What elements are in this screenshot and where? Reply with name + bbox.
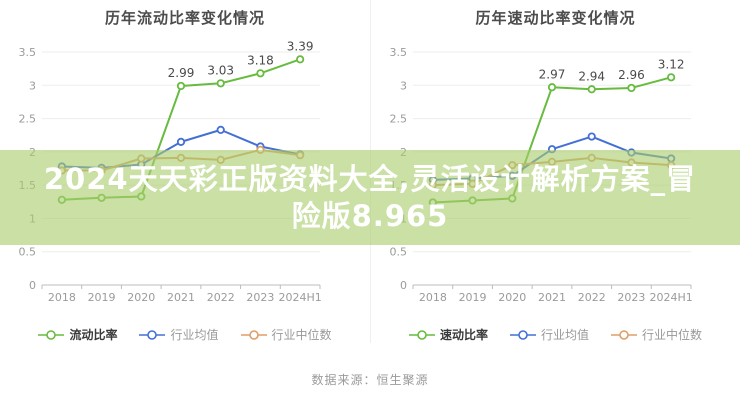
- y-tick-label: 3: [400, 79, 407, 92]
- x-tick-label: 2018: [419, 291, 447, 304]
- legend-item-series-1[interactable]: 行业均值: [139, 326, 219, 343]
- y-tick-label: 0: [400, 279, 407, 292]
- data-point-marker: [216, 79, 225, 88]
- x-axis: 2018 2019 2020 2021 2022 2023 2024H1: [41, 284, 322, 304]
- legend-item-label: 流动比率: [69, 328, 118, 342]
- x-tick-label: 2018: [48, 291, 76, 304]
- legend-item-label: 速动比率: [439, 328, 488, 342]
- y-tick-label: 2.5: [19, 113, 37, 126]
- data-point-marker: [667, 73, 676, 82]
- overlay-text-line2: 险版8.965: [291, 198, 449, 233]
- x-tick-label: 2022: [207, 291, 235, 304]
- data-point-label: 2.97: [539, 67, 566, 81]
- x-tick-label: 2024H1: [279, 291, 322, 304]
- x-tick-label: 2023: [246, 291, 274, 304]
- legend-item-series-0[interactable]: 速动比率: [408, 326, 488, 343]
- x-tick-label: 2022: [578, 291, 606, 304]
- legend-marker-icon: [240, 329, 267, 340]
- legend-marker-icon: [611, 329, 637, 340]
- y-tick-label: 3.5: [19, 46, 37, 59]
- chart-title-quick-ratio: 历年速动比率变化情况: [475, 9, 636, 27]
- x-tick-label: 2019: [88, 291, 116, 304]
- data-point-marker: [176, 137, 186, 146]
- y-tick-label: 0: [29, 279, 36, 292]
- y-tick-label: 0.5: [390, 246, 408, 259]
- data-point-label: 2.99: [168, 66, 195, 80]
- watermark-overlay-banner: 2024天天彩正版资料大全,灵活设计解析方案_冒 险版8.965: [0, 150, 740, 245]
- data-point-label: 3.03: [207, 63, 234, 77]
- data-point-marker: [587, 132, 596, 141]
- x-axis: 2018 2019 2020 2021 2022 2023 2024H1: [412, 284, 693, 304]
- data-point-marker: [547, 83, 557, 92]
- chart-title-current-ratio: 历年流动比率变化情况: [104, 9, 265, 27]
- data-point-marker: [216, 125, 225, 134]
- legend-item-series-2[interactable]: 行业中位数: [611, 326, 702, 343]
- data-point-marker: [176, 81, 186, 91]
- y-tick-label: 3.5: [390, 46, 408, 59]
- chart-legend-current-ratio: 流动比率 行业均值 行业中位数: [0, 326, 370, 343]
- legend-item-series-2[interactable]: 行业中位数: [240, 326, 332, 343]
- legend-item-label: 行业均值: [540, 328, 589, 342]
- legend-item-series-0[interactable]: 流动比率: [38, 326, 117, 343]
- data-source-note: 数据来源：恒生聚源: [311, 373, 429, 387]
- legend-item-label: 行业中位数: [642, 328, 703, 342]
- x-tick-label: 2020: [498, 291, 526, 304]
- data-point-label: 3.39: [287, 39, 314, 53]
- chart-legend-quick-ratio: 速动比率 行业均值 行业中位数: [371, 326, 740, 343]
- y-tick-label: 3: [29, 79, 36, 92]
- data-point-label: 2.96: [618, 68, 645, 82]
- data-point-marker: [627, 83, 636, 93]
- x-tick-label: 2024H1: [650, 291, 693, 304]
- overlay-text-line1: 2024天天彩正版资料大全,灵活设计解析方案_冒: [43, 161, 697, 196]
- y-tick-label: 2.5: [390, 113, 408, 126]
- legend-item-label: 行业中位数: [271, 328, 332, 342]
- y-tick-label: 0.5: [19, 246, 37, 259]
- data-point-marker: [296, 55, 305, 64]
- legend-marker-icon: [139, 329, 166, 340]
- x-tick-label: 2019: [459, 291, 487, 304]
- legend-marker-icon: [38, 329, 65, 340]
- data-point-marker: [587, 85, 596, 94]
- x-tick-label: 2020: [127, 291, 155, 304]
- legend-item-series-1[interactable]: 行业均值: [509, 326, 589, 343]
- data-point-label: 3.18: [247, 53, 274, 67]
- legend-marker-icon: [408, 329, 435, 340]
- data-point-label: 2.94: [578, 69, 605, 83]
- data-point-marker: [256, 69, 265, 78]
- x-tick-label: 2023: [617, 291, 645, 304]
- x-tick-label: 2021: [167, 291, 195, 304]
- data-point-label: 3.12: [658, 57, 685, 71]
- legend-item-label: 行业均值: [170, 328, 219, 342]
- x-tick-label: 2021: [538, 291, 566, 304]
- legend-marker-icon: [509, 329, 536, 340]
